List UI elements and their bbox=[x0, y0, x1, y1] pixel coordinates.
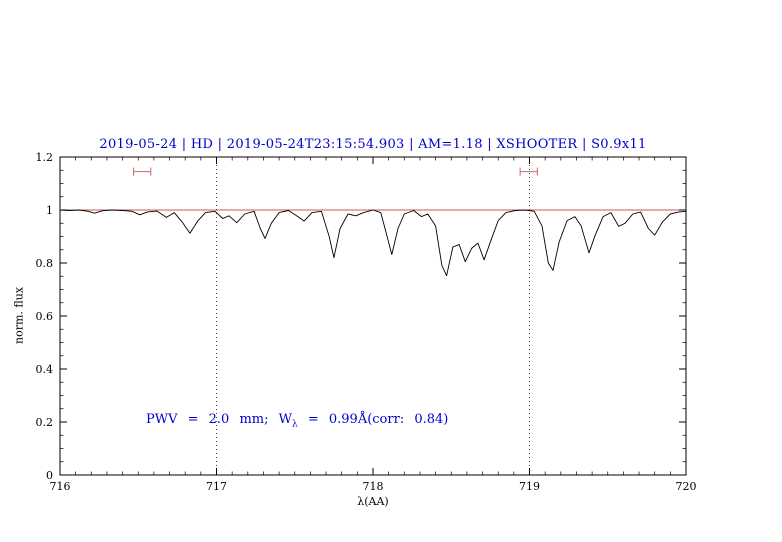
x-tick-label: 719 bbox=[519, 480, 540, 493]
x-tick-label: 718 bbox=[363, 480, 384, 493]
y-tick-label: 0.4 bbox=[36, 363, 54, 376]
pwv-annotation: PWV = 2.0 mm; Wλ = 0.99Å(corr: 0.84) bbox=[146, 412, 448, 430]
y-tick-label: 0 bbox=[46, 469, 53, 482]
annotation-text-lead: PWV = 2.0 mm; W bbox=[146, 412, 292, 427]
x-axis-label: λ(AA) bbox=[357, 495, 389, 508]
y-tick-label: 1.2 bbox=[36, 151, 54, 164]
chart-title: 2019-05-24 | HD | 2019-05-24T23:15:54.90… bbox=[99, 137, 647, 152]
spectrum-line bbox=[59, 209, 687, 277]
annotation-lambda-subscript: λ bbox=[292, 419, 298, 430]
x-tick-label: 720 bbox=[676, 480, 697, 493]
y-tick-label: 0.2 bbox=[36, 416, 54, 429]
annotation-text-tail: = 0.99Å(corr: 0.84) bbox=[297, 412, 449, 427]
y-axis-label: norm. flux bbox=[12, 287, 26, 345]
x-tick-label: 717 bbox=[206, 480, 227, 493]
y-tick-label: 1 bbox=[46, 204, 53, 217]
x-tick-label: 716 bbox=[50, 480, 71, 493]
y-tick-label: 0.6 bbox=[36, 310, 54, 323]
y-tick-label: 0.8 bbox=[36, 257, 54, 270]
